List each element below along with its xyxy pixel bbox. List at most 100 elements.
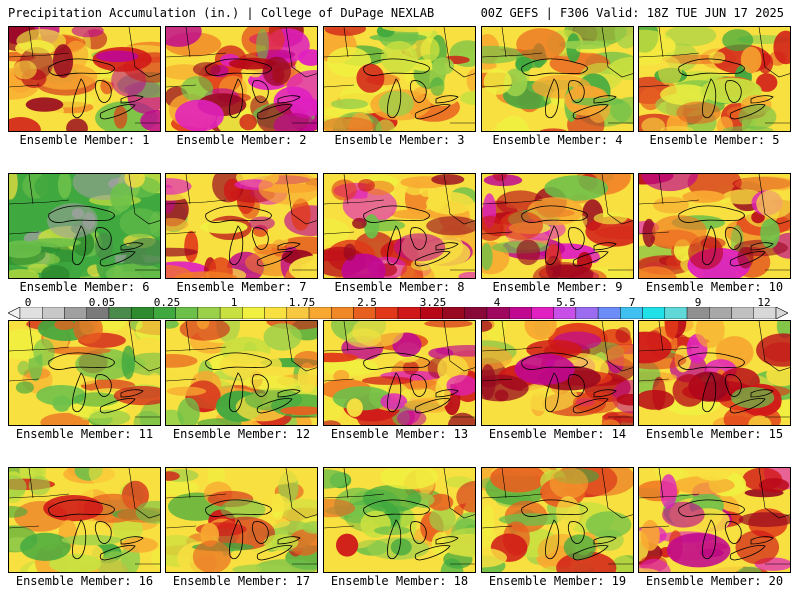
precip-map [166,468,317,572]
lake-outline [94,521,112,544]
lake-outline [120,242,144,251]
lake-outline [251,80,269,103]
lake-outline [724,80,742,103]
colorbar-swatch [242,307,265,319]
colorbar-swatch [753,307,777,319]
lake-outline [724,521,742,544]
lake-outline [545,225,560,266]
colorbar-swatch [286,307,310,319]
ensemble-panel [165,173,318,279]
colorbar-tick-label: 1 [230,296,238,309]
lake-outline [414,251,451,267]
lake-outline [277,536,301,545]
ensemble-member-label: Ensemble Member: 5 [649,133,780,147]
colorbar-tick-label: 5.5 [556,296,576,309]
lake-outline [593,242,617,251]
ensemble-member-label: Ensemble Member: 6 [19,280,150,294]
lake-outline [724,374,742,397]
colorbar-swatch [597,307,621,319]
colorbar-tick-label: 12 [757,296,771,309]
ensemble-panel [638,320,791,426]
lake-outline [363,58,430,76]
ensemble-panel [638,467,791,573]
precip-map [166,27,317,131]
ensemble-member-label: Ensemble Member: 9 [492,280,623,294]
colorbar-swatch [531,307,554,319]
ensemble-member-label: Ensemble Member: 14 [488,427,627,441]
colorbar-swatch [264,307,288,319]
colorbar-swatch [175,307,199,319]
lake-outline [277,389,301,398]
lake-outline [229,519,244,560]
lake-outline [99,104,136,120]
lake-outline [205,352,272,370]
lake-outline [229,372,244,413]
colorbar-swatch [486,307,510,319]
lake-outline [414,104,451,120]
ensemble-panel [481,173,634,279]
lake-outline [205,499,272,517]
colorbar-swatch [130,307,154,319]
lake-outline [48,58,115,76]
colorbar-swatch [686,307,710,319]
lake-outline [750,95,774,104]
ensemble-panel [323,467,476,573]
colorbar-swatch [575,307,599,319]
lake-outline [750,536,774,545]
lake-outline [251,227,269,250]
ensemble-member-label: Ensemble Member: 2 [176,133,307,147]
precip-map [639,174,790,278]
ensemble-member-label: Ensemble Member: 16 [15,574,154,588]
colorbar [8,307,788,319]
precip-map [482,321,633,425]
precip-map [482,27,633,131]
colorbar-min-arrow [8,307,21,319]
precip-map [324,174,475,278]
lake-outline [414,545,451,561]
colorbar-swatch [219,307,243,319]
ensemble-member-label: Ensemble Member: 18 [330,574,469,588]
colorbar-max-arrow [775,307,788,319]
colorbar-tick-label: 1.75 [288,296,316,309]
colorbar-swatch [331,307,354,319]
lake-outline [277,95,301,104]
lake-outline [567,80,585,103]
lake-outline [545,372,560,413]
precip-map [639,27,790,131]
colorbar-swatch [420,307,443,319]
ensemble-panel [165,320,318,426]
ensemble-member-label: Ensemble Member: 4 [492,133,623,147]
precip-map [639,468,790,572]
ensemble-panel [323,320,476,426]
precip-map [324,321,475,425]
lake-outline [387,78,402,119]
lake-outline [702,519,717,560]
colorbar-swatch [308,307,332,319]
lake-outline [750,389,774,398]
lake-outline [99,251,136,267]
ensemble-panel [8,26,161,132]
lake-outline [435,242,459,251]
lake-outline [409,374,427,397]
lake-outline [205,58,272,76]
lake-outline [72,372,87,413]
precip-map [166,174,317,278]
ensemble-member-label: Ensemble Member: 12 [172,427,311,441]
run-valid-time: 00Z GEFS | F306 Valid: 18Z TUE JUN 17 20… [480,6,784,20]
colorbar-swatch [153,307,176,319]
lake-outline [72,519,87,560]
lake-outline [363,352,430,370]
lake-outline [521,499,588,517]
colorbar-swatch [464,307,488,319]
ensemble-panel [323,26,476,132]
ensemble-member-label: Ensemble Member: 7 [176,280,307,294]
lake-outline [229,78,244,119]
colorbar-tick-label: 9 [694,296,702,309]
lake-outline [678,58,745,76]
lake-outline [702,372,717,413]
precip-map [9,321,160,425]
lake-outline [363,499,430,517]
lake-outline [256,251,293,267]
lake-outline [256,545,293,561]
lake-outline [572,251,609,267]
